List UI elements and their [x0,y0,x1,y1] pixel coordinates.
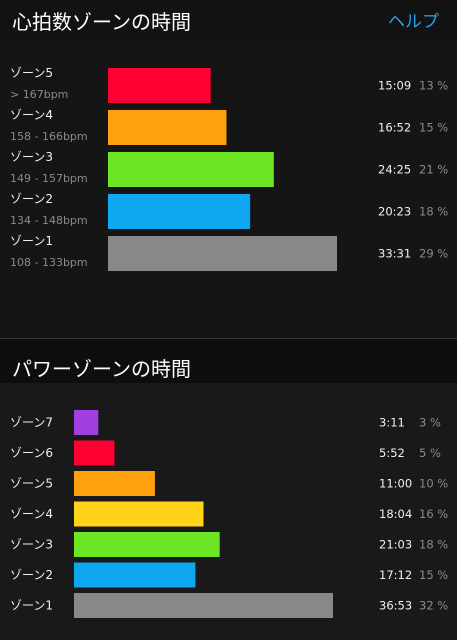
zone-label: ゾーン1 [10,234,53,248]
zone-bar [74,440,115,466]
zone-percent-label: 10 % [419,477,448,491]
zone-bar [74,593,333,618]
zone-time-label: 17:12 [379,568,412,582]
power-chart: ゾーン7 3:11 3 % ゾーン6 5:52 5 % ゾーン5 11:00 10 % ゾーン4 1… [0,383,457,640]
zone-bar [74,410,99,435]
power-chart-svg: ゾーン7 3:11 3 % ゾーン6 5:52 5 % ゾーン5 11:00 10 % ゾーン4 1… [10,410,448,618]
zone-label: ゾーン4 [10,108,53,122]
power-zone-section: パワーゾーンの時間 ゾーン7 3:11 3 % ゾーン6 5:52 5 % ゾーン5 11:0… [0,339,457,640]
zone-time-label: 36:53 [379,599,412,613]
zone-label: ゾーン3 [10,150,53,164]
zone-time-label: 33:31 [378,247,411,261]
zone-bar [74,471,155,496]
zone-label: ゾーン2 [10,192,53,206]
zone-time-label: 21:03 [379,538,412,552]
zone-bar [108,236,337,271]
zone-time-label: 15:09 [378,79,411,93]
zone-percent-label: 3 % [419,416,441,430]
zone-label: ゾーン6 [10,446,53,460]
zone-time-label: 11:00 [379,477,412,491]
zone-label: ゾーン3 [10,538,53,552]
zone-percent-label: 29 % [419,247,448,261]
zone-bar [108,194,251,229]
zone-bar [108,68,211,103]
power-header: パワーゾーンの時間 [0,339,457,383]
zone-percent-label: 32 % [419,599,448,613]
zone-label: ゾーン1 [10,599,53,613]
zone-label: ゾーン5 [10,477,53,491]
heart-rate-zone-section: 心拍数ゾーンの時間 ヘルプ ゾーン5 > 167bpm 15:09 13 % ゾーン4 1… [0,0,457,338]
zone-percent-label: 18 % [419,205,448,219]
zone-bar [108,110,227,145]
zone-percent-label: 15 % [419,568,448,582]
zone-percent-label: 21 % [419,163,448,177]
heart-rate-title: 心拍数ゾーンの時間 [12,10,191,34]
zone-time-label: 5:52 [379,446,405,460]
zone-range-label: > 167bpm [10,88,68,101]
zone-label: ゾーン4 [10,507,53,521]
zone-bar [74,501,204,527]
zone-time-label: 3:11 [379,416,405,430]
zone-range-label: 149 - 157bpm [10,172,88,185]
zone-time-label: 18:04 [379,507,412,521]
zone-label: ゾーン7 [10,416,53,430]
help-link[interactable]: ヘルプ [388,12,439,32]
zone-range-label: 158 - 166bpm [10,130,88,143]
zone-percent-label: 13 % [419,79,448,93]
section-divider [0,338,457,339]
zone-percent-label: 16 % [419,507,448,521]
zone-bar [74,562,196,588]
heart-rate-header: 心拍数ゾーンの時間 ヘルプ [0,0,457,40]
zone-range-label: 134 - 148bpm [10,214,88,227]
zone-bar [108,152,274,187]
zone-time-label: 20:23 [378,205,411,219]
zone-time-label: 16:52 [378,121,411,135]
zone-percent-label: 18 % [419,538,448,552]
zone-time-label: 24:25 [378,163,411,177]
zone-percent-label: 5 % [419,446,441,460]
zone-range-label: 108 - 133bpm [10,256,88,269]
heart-rate-chart: ゾーン5 > 167bpm 15:09 13 % ゾーン4 158 - 166bpm 16:… [0,40,457,338]
zone-percent-label: 15 % [419,121,448,135]
power-title: パワーゾーンの時間 [12,357,191,381]
zone-label: ゾーン2 [10,568,53,582]
zone-bar [74,532,220,557]
zone-label: ゾーン5 [10,66,53,80]
heart-rate-chart-svg: ゾーン5 > 167bpm 15:09 13 % ゾーン4 158 - 166bpm 16:… [10,66,448,271]
